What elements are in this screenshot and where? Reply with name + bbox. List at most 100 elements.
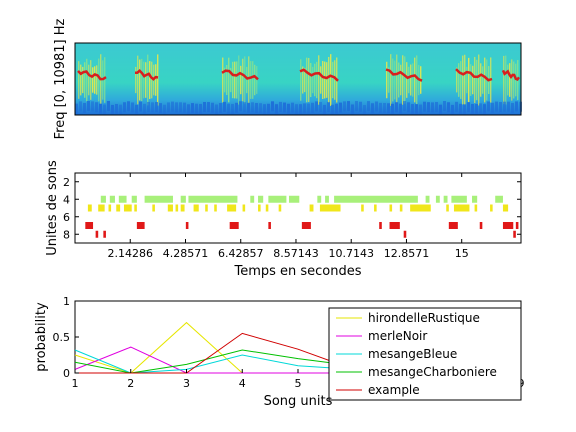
spectrogram-column xyxy=(470,64,472,96)
spectrogram-low-band xyxy=(287,103,290,114)
unit-segment xyxy=(443,195,448,203)
spectrogram-column xyxy=(228,57,230,103)
spectrogram-low-band xyxy=(447,102,450,113)
spectrogram-low-band xyxy=(267,103,270,114)
spectrogram-low-band xyxy=(115,104,118,115)
spectrogram-low-band xyxy=(227,103,230,114)
unit-segment xyxy=(453,204,470,212)
units-xlabel: Temps en secondes xyxy=(233,264,361,279)
spectrogram-low-band xyxy=(515,101,518,112)
unit-segment xyxy=(410,204,431,212)
spectrogram-column xyxy=(96,65,98,95)
spectrogram-column xyxy=(406,62,408,98)
spectrogram-column xyxy=(328,56,330,104)
unit-segment xyxy=(490,204,493,212)
spectrogram-column xyxy=(300,59,302,101)
spectrogram-low-band xyxy=(419,104,422,115)
spectrogram-low-band xyxy=(291,102,294,113)
spectrogram-low-band xyxy=(119,104,122,115)
spectrogram-low-band xyxy=(379,102,382,113)
legend: hirondelleRustique merleNoir mesangeBleue m… xyxy=(328,307,522,401)
unit-segment xyxy=(448,222,458,229)
spectrogram-column xyxy=(135,66,137,94)
unit-segment xyxy=(229,222,239,229)
unit-segment xyxy=(175,204,179,212)
spectrogram-low-band xyxy=(203,102,206,113)
unit-segment xyxy=(317,195,322,203)
spectrogram-column xyxy=(86,58,88,102)
y-tick-label: 4 xyxy=(63,193,70,206)
unit-segment xyxy=(309,204,314,212)
spectrogram-column xyxy=(388,67,390,93)
spectrogram-low-band xyxy=(491,102,494,113)
spectrogram-column xyxy=(304,67,306,93)
unit-segment xyxy=(116,204,121,212)
spectrogram-column xyxy=(224,67,226,93)
unit-segment xyxy=(479,222,483,229)
spectrogram-low-band xyxy=(239,101,242,112)
spectrogram-column xyxy=(330,54,332,106)
spectrogram-column xyxy=(145,62,147,98)
unit-segment xyxy=(180,195,186,203)
legend-label: mesangeCharboniere xyxy=(368,365,497,379)
spectrogram-column xyxy=(456,67,458,93)
spectrogram-column xyxy=(394,60,396,100)
spectrogram-low-band xyxy=(79,101,82,112)
spectrogram-low-band xyxy=(427,102,430,113)
spectrogram-column xyxy=(147,54,149,106)
unit-segment xyxy=(502,204,509,212)
spectrogram-column xyxy=(404,56,406,104)
spectrogram-column xyxy=(324,61,326,99)
spectrogram-low-band xyxy=(327,101,330,112)
unit-segment xyxy=(515,222,519,229)
spectrogram-low-band xyxy=(471,104,474,115)
spectrogram-low-band xyxy=(347,101,350,112)
x-tick-label: 10.7143 xyxy=(328,247,374,260)
spectrogram-low-band xyxy=(343,101,346,112)
x-tick-label: 8.57143 xyxy=(273,247,319,260)
spectrogram-column xyxy=(242,58,244,102)
unit-segment xyxy=(188,195,238,203)
spectrogram-low-band xyxy=(383,102,386,113)
spectrogram-low-band xyxy=(91,101,94,112)
spectrogram-low-band xyxy=(351,104,354,115)
spectrogram-column xyxy=(400,64,402,96)
spectrogram-column xyxy=(248,56,250,104)
spectrogram-low-band xyxy=(231,103,234,114)
spectrogram-panel: Freq [0, 10981] Hz xyxy=(53,18,522,139)
spectrogram-column xyxy=(320,66,322,94)
unit-segment xyxy=(123,204,132,212)
unit-segment xyxy=(214,204,217,212)
spectrogram-column xyxy=(236,61,238,99)
unit-segment xyxy=(361,204,364,212)
spectrogram-low-band xyxy=(255,102,258,113)
spectrogram-column xyxy=(482,66,484,94)
x-tick-label: 1 xyxy=(72,377,79,390)
spectrogram-column xyxy=(408,66,410,94)
spectrogram-column xyxy=(238,55,240,105)
spectrogram-column xyxy=(392,58,394,102)
unit-segment xyxy=(301,222,311,229)
probability-panel: 123456789 00.51 probability hirondelleRu… xyxy=(34,295,525,409)
spectrogram-column xyxy=(466,66,468,94)
spectrogram-column xyxy=(464,54,466,106)
spectrogram-column xyxy=(468,57,470,103)
unit-segment xyxy=(242,204,246,212)
spectrogram-column xyxy=(503,55,505,105)
spectrogram-low-band xyxy=(135,104,138,115)
spectrogram-low-band xyxy=(511,102,514,113)
spectrogram-low-band xyxy=(275,104,278,115)
spectrogram-column xyxy=(104,57,106,103)
unit-segment xyxy=(389,222,400,229)
spectrogram-column xyxy=(234,61,236,99)
spectrogram-low-band xyxy=(431,102,434,113)
spectrogram-low-band xyxy=(147,101,150,112)
x-tick-label: 6.42857 xyxy=(218,247,264,260)
spectrogram-low-band xyxy=(127,101,130,112)
spectrogram-column xyxy=(314,63,316,97)
spectrogram-low-band xyxy=(455,101,458,112)
spectrogram-low-band xyxy=(367,101,370,112)
legend-label: mesangeBleue xyxy=(368,347,457,361)
spectrogram-low-band xyxy=(391,103,394,114)
